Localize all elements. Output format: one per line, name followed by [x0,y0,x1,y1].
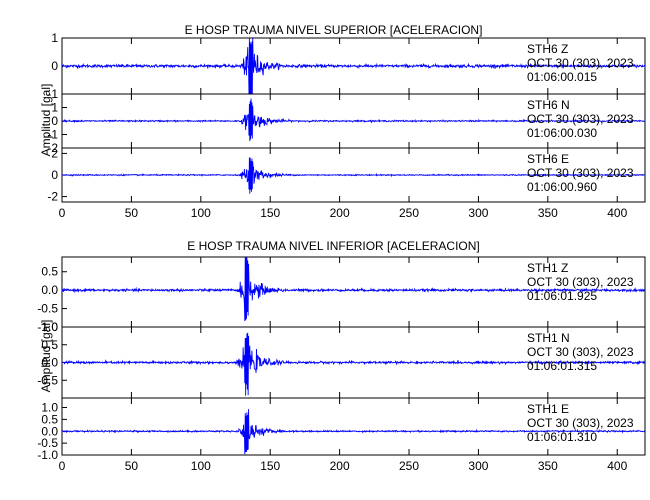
chart-panel-1: E HOSP TRAUMA NIVEL SUPERIOR [ACELERACIO… [39,23,646,220]
x-tick-label: 300 [468,459,488,473]
x-tick-label: 50 [125,206,139,220]
x-tick-label: 200 [330,206,350,220]
y-tick-label: -0.5 [37,373,58,387]
date-label: OCT 30 (303), 2023 [527,56,634,70]
waveform-line [61,37,646,95]
x-tick-label: 0 [59,459,66,473]
y-tick-label: -1.0 [37,320,58,334]
x-tick-label: 50 [125,459,139,473]
y-tick-label: 0.5 [41,338,58,352]
y-axis-label: Amplitud [gal] [39,84,53,157]
x-tick-label: 100 [191,206,211,220]
x-tick-label: 0 [59,206,66,220]
x-tick-label: 400 [607,206,627,220]
x-tick-label: 350 [538,206,558,220]
trace-frame [61,397,646,456]
y-tick-label: 0 [51,168,58,182]
y-tick-label: -0.5 [37,302,58,316]
y-tick-label: -2 [47,190,58,204]
waveform-line [61,98,646,142]
waveform-line [61,256,646,321]
y-tick-label: 1.0 [41,401,58,415]
x-tick-label: 300 [468,206,488,220]
time-label: 01:06:01.315 [527,359,597,373]
y-tick-label: 0.0 [41,356,58,370]
date-label: OCT 30 (303), 2023 [527,275,634,289]
date-label: OCT 30 (303), 2023 [527,416,634,430]
y-axis-label: Amplitud [gal] [39,320,53,393]
date-label: OCT 30 (303), 2023 [527,112,634,126]
y-tick-label: 0.0 [41,424,58,438]
waveform-line [61,332,646,396]
x-tick-label: 400 [607,459,627,473]
time-label: 01:06:00.015 [527,70,597,84]
x-tick-label: 100 [191,459,211,473]
y-tick-label: 1.0 [41,320,58,334]
y-tick-label: -2 [47,141,58,155]
station-label: STH6 N [527,98,570,112]
y-tick-label: -1 [47,87,58,101]
chart-panel-2: E HOSP TRAUMA NIVEL INFERIOR [ACELERACIO… [37,239,646,473]
x-tick-label: 150 [260,459,280,473]
x-tick-label: 150 [260,206,280,220]
y-tick-label: -1.0 [37,448,58,462]
y-tick-label: -1 [47,128,58,142]
y-tick-label: 1 [51,31,58,45]
time-label: 01:06:01.925 [527,289,597,303]
y-tick-label: -0.5 [37,436,58,450]
chart-title: E HOSP TRAUMA NIVEL INFERIOR [ACELERACIO… [187,239,480,253]
station-label: STH6 Z [527,42,568,56]
y-tick-label: 0.5 [41,412,58,426]
time-label: 01:06:00.960 [527,180,597,194]
station-label: STH6 E [527,152,569,166]
x-tick-label: 350 [538,459,558,473]
y-tick-label: 0.0 [41,283,58,297]
y-tick-label: 0 [51,59,58,73]
waveform-line [61,409,646,455]
chart-title: E HOSP TRAUMA NIVEL SUPERIOR [ACELERACIO… [185,23,483,37]
y-tick-label: 2 [51,146,58,160]
y-tick-label: 1 [51,101,58,115]
station-label: STH1 N [527,331,570,345]
time-label: 01:06:00.030 [527,126,597,140]
date-label: OCT 30 (303), 2023 [527,166,634,180]
date-label: OCT 30 (303), 2023 [527,345,634,359]
y-tick-label: 0 [51,114,58,128]
station-label: STH1 Z [527,261,568,275]
x-tick-label: 250 [399,459,419,473]
x-tick-label: 200 [330,459,350,473]
x-tick-label: 250 [399,206,419,220]
station-label: STH1 E [527,402,569,416]
time-label: 01:06:01.310 [527,430,597,444]
y-tick-label: 0.5 [41,265,58,279]
waveform-line [61,157,646,194]
